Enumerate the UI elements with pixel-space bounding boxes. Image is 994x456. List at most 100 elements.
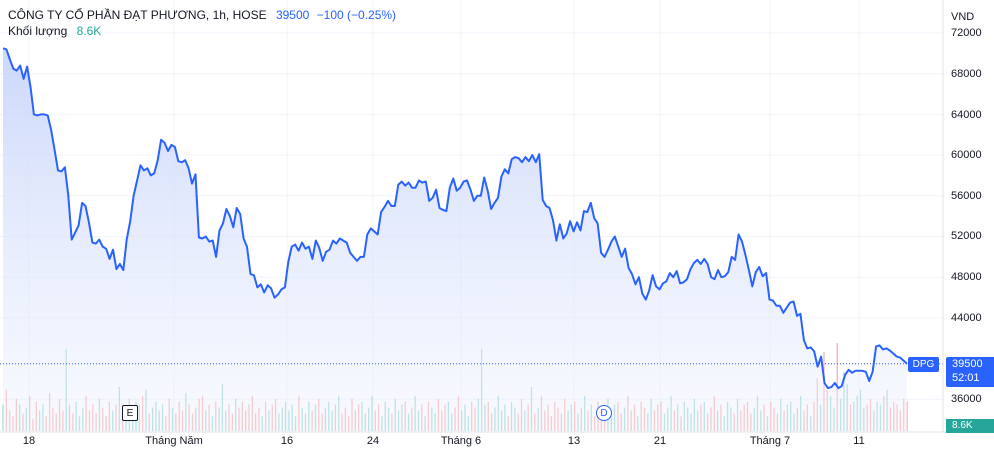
chart-legend: CÔNG TY CỔ PHẦN ĐẠT PHƯƠNG, 1h, HOSE 395… bbox=[8, 7, 396, 39]
price-point bbox=[232, 226, 235, 229]
price-point bbox=[624, 247, 627, 250]
price-point bbox=[180, 161, 183, 164]
price-point bbox=[881, 348, 884, 351]
price-point bbox=[871, 370, 874, 373]
price-point bbox=[541, 198, 544, 201]
price-point bbox=[266, 284, 269, 287]
price-point bbox=[857, 369, 860, 372]
x-tick-label: 18 bbox=[22, 435, 36, 447]
price-point bbox=[153, 172, 156, 175]
price-point bbox=[510, 158, 513, 161]
price-point bbox=[459, 186, 462, 189]
price-point bbox=[197, 236, 200, 239]
symbol-title[interactable]: CÔNG TY CỔ PHẦN ĐẠT PHƯƠNG, 1h, HOSE bbox=[8, 8, 267, 22]
price-point bbox=[184, 159, 187, 162]
price-point bbox=[428, 199, 431, 202]
dividend-event-marker[interactable]: D bbox=[596, 405, 612, 421]
price-point bbox=[545, 205, 548, 208]
price-point bbox=[225, 208, 228, 211]
price-point bbox=[493, 201, 496, 204]
x-tick-label: 21 bbox=[653, 435, 667, 447]
price-point bbox=[19, 64, 22, 67]
price-point bbox=[314, 239, 317, 242]
price-point bbox=[283, 286, 286, 289]
y-tick-label: 44000 bbox=[951, 312, 982, 324]
price-point bbox=[191, 182, 194, 185]
price-point bbox=[696, 258, 699, 261]
price-point bbox=[287, 260, 290, 263]
price-point bbox=[342, 239, 345, 242]
price-point bbox=[497, 196, 500, 199]
price-point bbox=[796, 314, 799, 317]
price-point bbox=[270, 287, 273, 290]
legend-change: −100 (−0.25%) bbox=[316, 8, 397, 22]
price-point bbox=[613, 235, 616, 238]
price-point bbox=[476, 194, 479, 197]
price-point bbox=[558, 223, 561, 226]
price-point bbox=[730, 255, 733, 258]
price-point bbox=[837, 387, 840, 390]
price-point bbox=[424, 180, 427, 183]
price-point bbox=[648, 289, 651, 292]
y-tick-label: 56000 bbox=[951, 190, 982, 202]
price-point bbox=[717, 269, 720, 272]
x-tick-label: 24 bbox=[366, 435, 380, 447]
price-point bbox=[490, 208, 493, 211]
last-price-value: 39500 bbox=[952, 358, 983, 370]
price-point bbox=[809, 346, 812, 349]
price-point bbox=[617, 245, 620, 248]
price-point bbox=[376, 233, 379, 236]
price-point bbox=[369, 227, 372, 230]
price-point bbox=[380, 211, 383, 214]
price-point bbox=[452, 177, 455, 180]
price-point bbox=[12, 67, 15, 70]
price-point bbox=[840, 385, 843, 388]
price-point bbox=[861, 369, 864, 372]
price-point bbox=[600, 251, 603, 254]
earnings-event-marker[interactable]: E bbox=[122, 405, 138, 421]
price-point bbox=[421, 181, 424, 184]
price-point bbox=[514, 156, 517, 159]
price-point bbox=[737, 233, 740, 236]
price-point bbox=[307, 245, 310, 248]
price-point bbox=[81, 201, 84, 204]
price-point bbox=[318, 246, 321, 249]
price-point bbox=[634, 283, 637, 286]
price-point bbox=[851, 371, 854, 374]
price-point bbox=[899, 356, 902, 359]
volume-label[interactable]: Khối lượng bbox=[8, 24, 68, 38]
price-point bbox=[60, 170, 63, 173]
price-point bbox=[565, 232, 568, 235]
price-point bbox=[751, 285, 754, 288]
price-point bbox=[885, 347, 888, 350]
price-point bbox=[472, 199, 475, 202]
price-point bbox=[74, 231, 77, 234]
price-point bbox=[335, 242, 338, 245]
price-point bbox=[280, 288, 283, 291]
price-point bbox=[373, 230, 376, 233]
x-tick-label: Tháng Năm bbox=[145, 435, 203, 447]
price-point bbox=[534, 161, 537, 164]
price-point bbox=[820, 355, 823, 358]
price-point bbox=[228, 215, 231, 218]
price-point bbox=[132, 194, 135, 197]
price-point bbox=[57, 169, 60, 172]
price-point bbox=[854, 369, 857, 372]
price-point bbox=[149, 174, 152, 177]
price-point bbox=[170, 143, 173, 146]
price-point bbox=[644, 298, 647, 301]
price-point bbox=[679, 282, 682, 285]
price-point bbox=[325, 250, 328, 253]
price-point bbox=[771, 299, 774, 302]
price-point bbox=[438, 207, 441, 210]
price-point bbox=[703, 257, 706, 260]
price-point bbox=[641, 292, 644, 295]
price-point bbox=[500, 175, 503, 178]
price-point bbox=[521, 161, 524, 164]
price-point bbox=[263, 291, 266, 294]
price-point bbox=[304, 247, 307, 250]
price-point bbox=[486, 189, 489, 192]
price-point bbox=[252, 274, 255, 277]
price-point bbox=[156, 159, 159, 162]
